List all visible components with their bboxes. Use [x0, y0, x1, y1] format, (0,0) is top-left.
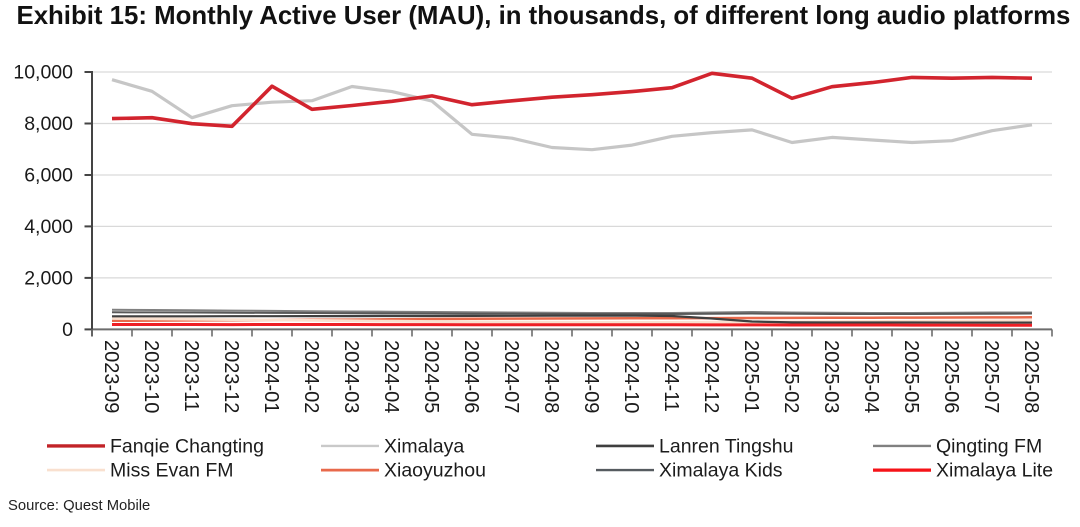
svg-text:2024-08: 2024-08 [540, 340, 562, 413]
svg-text:2023-11: 2023-11 [180, 340, 202, 412]
svg-text:2025-01: 2025-01 [740, 340, 762, 413]
svg-text:2024-05: 2024-05 [420, 340, 442, 413]
svg-text:Lanren Tingshu: Lanren Tingshu [659, 436, 793, 458]
svg-text:2024-10: 2024-10 [620, 340, 642, 413]
svg-text:2025-07: 2025-07 [980, 340, 1002, 413]
svg-text:2024-09: 2024-09 [580, 340, 602, 413]
svg-text:2024-03: 2024-03 [340, 340, 362, 413]
svg-text:2024-11: 2024-11 [660, 340, 682, 412]
svg-text:2024-02: 2024-02 [300, 340, 322, 413]
svg-text:2023-09: 2023-09 [100, 340, 122, 413]
svg-text:4,000: 4,000 [24, 216, 73, 238]
svg-text:Ximalaya Lite: Ximalaya Lite [936, 460, 1053, 482]
svg-text:Ximalaya: Ximalaya [384, 436, 464, 458]
svg-text:Exhibit 15: Monthly Active Use: Exhibit 15: Monthly Active User (MAU), i… [17, 2, 1071, 30]
svg-text:Source: Quest Mobile: Source: Quest Mobile [8, 498, 150, 514]
svg-text:0: 0 [62, 319, 73, 341]
svg-text:2025-08: 2025-08 [1020, 340, 1042, 413]
svg-text:2025-04: 2025-04 [860, 340, 882, 413]
svg-text:2025-03: 2025-03 [820, 340, 842, 413]
svg-text:Xiaoyuzhou: Xiaoyuzhou [384, 460, 486, 482]
svg-text:8,000: 8,000 [24, 113, 73, 135]
svg-text:2025-05: 2025-05 [900, 340, 922, 413]
svg-text:2024-04: 2024-04 [380, 340, 402, 413]
svg-text:2024-01: 2024-01 [260, 340, 282, 413]
svg-text:2024-06: 2024-06 [460, 340, 482, 413]
svg-text:2023-10: 2023-10 [140, 340, 162, 413]
svg-text:Qingting FM: Qingting FM [936, 436, 1042, 458]
svg-text:Fanqie Changting: Fanqie Changting [110, 436, 264, 458]
svg-text:2025-06: 2025-06 [940, 340, 962, 413]
svg-text:Miss Evan FM: Miss Evan FM [110, 460, 234, 482]
svg-text:Ximalaya Kids: Ximalaya Kids [659, 460, 783, 482]
svg-text:2024-12: 2024-12 [700, 340, 722, 413]
svg-text:2,000: 2,000 [24, 267, 73, 289]
svg-text:2024-07: 2024-07 [500, 340, 522, 413]
svg-text:2025-02: 2025-02 [780, 340, 802, 413]
svg-text:10,000: 10,000 [13, 62, 73, 84]
svg-text:6,000: 6,000 [24, 165, 73, 187]
svg-text:2023-12: 2023-12 [220, 340, 242, 413]
